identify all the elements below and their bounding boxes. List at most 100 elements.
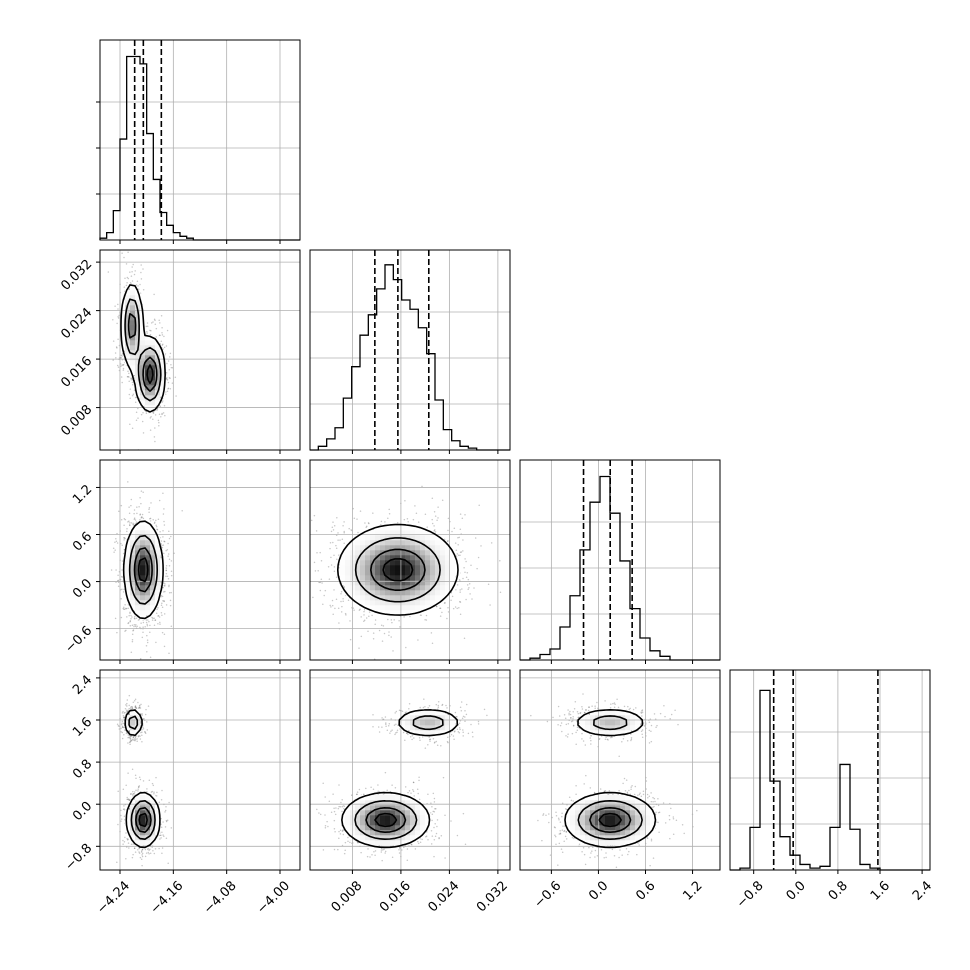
sample-point (124, 537, 126, 540)
sample-point (431, 518, 433, 521)
sample-point (124, 630, 126, 632)
sample-point (342, 598, 344, 600)
sample-point (333, 524, 336, 527)
sample-point (406, 517, 409, 520)
sample-point (121, 544, 123, 547)
sample-point (161, 331, 163, 334)
sample-point (114, 541, 116, 543)
sample-point (458, 607, 460, 609)
sample-point (114, 549, 116, 551)
sample-point (123, 716, 126, 719)
sample-point (435, 605, 438, 608)
sample-point (129, 397, 131, 399)
sample-point (138, 506, 140, 508)
sample-point (154, 440, 156, 443)
sample-point (165, 567, 168, 569)
sample-point (123, 734, 125, 736)
sample-point (451, 595, 454, 598)
sample-point (166, 575, 169, 578)
sample-point (470, 564, 472, 567)
sample-point (121, 576, 123, 578)
sample-point (132, 630, 134, 632)
sample-point (363, 614, 365, 616)
sample-point (145, 644, 148, 647)
sample-point (124, 603, 126, 606)
sample-point (116, 542, 119, 544)
sample-point (390, 636, 392, 638)
sample-point (120, 504, 123, 507)
sample-point (130, 522, 133, 524)
sample-point (403, 518, 406, 521)
sample-point (404, 500, 406, 502)
sample-point (388, 513, 391, 515)
sample-point (131, 638, 134, 641)
sample-point (137, 786, 140, 788)
sample-point (293, 569, 295, 571)
sample-point (134, 401, 137, 404)
sample-point (134, 706, 137, 709)
sample-point (340, 600, 342, 603)
sample-point (339, 539, 341, 541)
sample-point (333, 570, 336, 572)
sample-point (140, 517, 142, 519)
sample-point (294, 570, 296, 572)
sample-point (159, 530, 161, 533)
sample-point (167, 578, 170, 580)
sample-point (132, 263, 134, 266)
sample-point (125, 832, 127, 834)
sample-point (447, 607, 449, 609)
sample-point (447, 517, 450, 520)
sample-point (439, 615, 442, 617)
sample-point (139, 658, 142, 660)
sample-point (140, 490, 143, 492)
sample-point (126, 838, 128, 840)
sample-point (443, 602, 446, 604)
sample-point (137, 786, 140, 789)
sample-point (131, 616, 133, 618)
sample-point (168, 368, 171, 371)
sample-point (141, 848, 144, 851)
sample-point (128, 520, 130, 522)
sample-point (123, 606, 125, 608)
sample-point (115, 356, 117, 359)
sample-point (499, 559, 501, 562)
sample-point (139, 778, 142, 781)
sample-point (480, 545, 482, 547)
sample-point (166, 390, 169, 392)
sample-point (140, 264, 142, 266)
sample-point (129, 737, 131, 739)
sample-point (122, 607, 124, 610)
sample-point (127, 709, 129, 711)
sample-point (120, 814, 122, 817)
sample-point (138, 705, 141, 707)
sample-point (137, 288, 140, 290)
sample-point (161, 847, 164, 849)
sample-point (157, 419, 160, 422)
sample-point (374, 623, 376, 625)
sample-point (333, 589, 335, 591)
sample-point (133, 625, 135, 628)
sample-point (126, 699, 129, 701)
sample-point (144, 848, 147, 851)
sample-point (163, 613, 166, 615)
sample-point (117, 823, 119, 826)
sample-point (128, 372, 130, 375)
sample-point (332, 529, 335, 531)
sample-point (335, 534, 338, 537)
sample-point (122, 808, 125, 811)
sample-point (158, 334, 161, 337)
sample-point (414, 505, 416, 507)
sample-point (328, 578, 331, 580)
sample-point (159, 334, 161, 337)
sample-point (337, 607, 340, 610)
sample-point (122, 369, 125, 371)
sample-point (129, 738, 132, 741)
sample-point (125, 704, 127, 706)
sample-point (170, 574, 173, 577)
sample-point (132, 522, 134, 524)
sample-point (126, 711, 128, 713)
sample-point (148, 620, 150, 623)
sample-point (128, 707, 130, 710)
sample-point (125, 784, 127, 786)
sample-point (343, 532, 345, 534)
